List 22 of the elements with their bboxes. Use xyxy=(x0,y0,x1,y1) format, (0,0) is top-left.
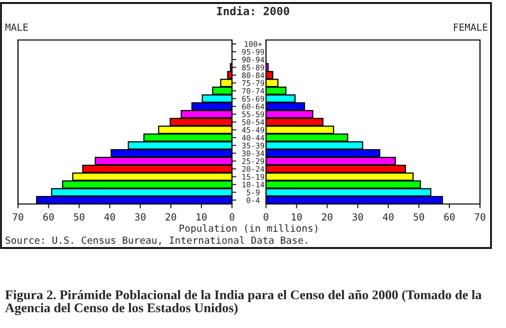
text: Figura 2. Pirámide Poblacional de la India para el Censo del año 2000 (Tomado de la Agencia del Censo de los Estados Unidos) xyxy=(5,290,482,316)
x-tick-label: 70 xyxy=(12,213,24,221)
x-tick-label: 50 xyxy=(74,213,84,221)
x-tick-label: 70 xyxy=(474,213,486,221)
x-tick-label: 30 xyxy=(352,213,363,221)
x-tick-label: 30 xyxy=(135,213,146,221)
chart-title: India: 2000 xyxy=(217,6,290,16)
x-tick-label: 40 xyxy=(382,213,394,221)
x-tick-label: 60 xyxy=(444,213,455,221)
x-tick-label: 10 xyxy=(292,213,302,221)
source-note: Source: U.S. Census Bureau, International Data Base. xyxy=(6,236,308,246)
x-tick-label: 20 xyxy=(166,213,176,221)
x-tick-label: 50 xyxy=(414,213,424,221)
x-tick-label: 40 xyxy=(104,213,115,221)
x-tick-label: 60 xyxy=(43,213,54,221)
x-tick-label: 10 xyxy=(196,213,207,221)
x-tick-label: 0 xyxy=(230,213,234,221)
x-axis-title: Population (in millions) xyxy=(180,224,318,234)
chart-subtitle: MALE xyxy=(5,24,28,31)
chart-subtitle: FEMALE xyxy=(454,24,488,31)
x-tick-label: 20 xyxy=(322,213,332,221)
x-tick-label: 0 xyxy=(264,213,268,221)
